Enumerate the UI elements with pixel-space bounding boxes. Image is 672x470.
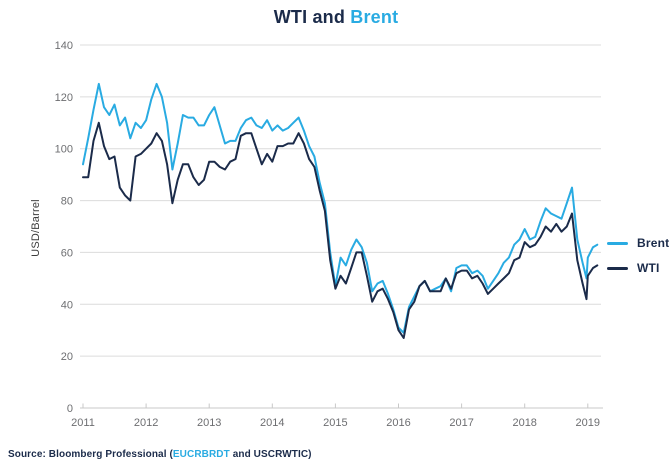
- y-tick-label: 100: [55, 144, 73, 156]
- y-tick-label: 60: [61, 247, 73, 259]
- source-attribution: Source: Bloomberg Professional (EUCRBRDT…: [8, 449, 312, 460]
- x-tick-label: 2013: [197, 417, 221, 429]
- source-suffix: and USCRWTIC): [229, 449, 312, 460]
- chart-title: WTI and Brent: [0, 7, 672, 28]
- source-prefix: Source: Bloomberg Professional (: [8, 449, 173, 460]
- brent-legend-line-swatch: [607, 241, 628, 245]
- wti-series-line: [82, 121, 599, 339]
- y-tick-label: 80: [61, 196, 73, 208]
- brent-series-line: [82, 82, 599, 334]
- brent-legend-label: Brent: [637, 236, 670, 250]
- x-tick-label: 2016: [386, 417, 410, 429]
- x-tick-label: 2019: [576, 417, 600, 429]
- wti-legend-line-swatch: [607, 266, 628, 270]
- y-tick-label: 0: [67, 403, 73, 415]
- x-tick-label: 2015: [323, 417, 347, 429]
- x-tick-label: 2018: [512, 417, 536, 429]
- x-tick-label: 2012: [134, 417, 158, 429]
- x-tick-label: 2017: [449, 417, 473, 429]
- x-tick-label: 2011: [71, 417, 95, 429]
- chart-title-brent-part: Brent: [350, 7, 399, 27]
- source-ticker-brent: EUCRBRDT: [172, 449, 230, 460]
- chart-title-wti-part: WTI and: [273, 7, 351, 27]
- wti-legend-label: WTI: [637, 261, 660, 275]
- y-tick-label: 140: [55, 40, 73, 52]
- legend-item-brent: Brent: [607, 236, 669, 250]
- y-tick-label: 20: [61, 351, 73, 363]
- legend-item-wti: WTI: [607, 261, 660, 275]
- y-tick-label: 40: [61, 299, 73, 311]
- x-tick-label: 2014: [260, 417, 284, 429]
- y-tick-label: 120: [55, 92, 73, 104]
